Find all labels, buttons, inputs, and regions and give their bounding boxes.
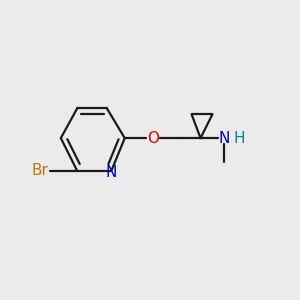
Text: N: N bbox=[106, 165, 117, 180]
Text: N: N bbox=[219, 130, 230, 146]
Text: Br: Br bbox=[32, 163, 49, 178]
Text: H: H bbox=[233, 130, 245, 146]
Text: O: O bbox=[147, 130, 159, 146]
